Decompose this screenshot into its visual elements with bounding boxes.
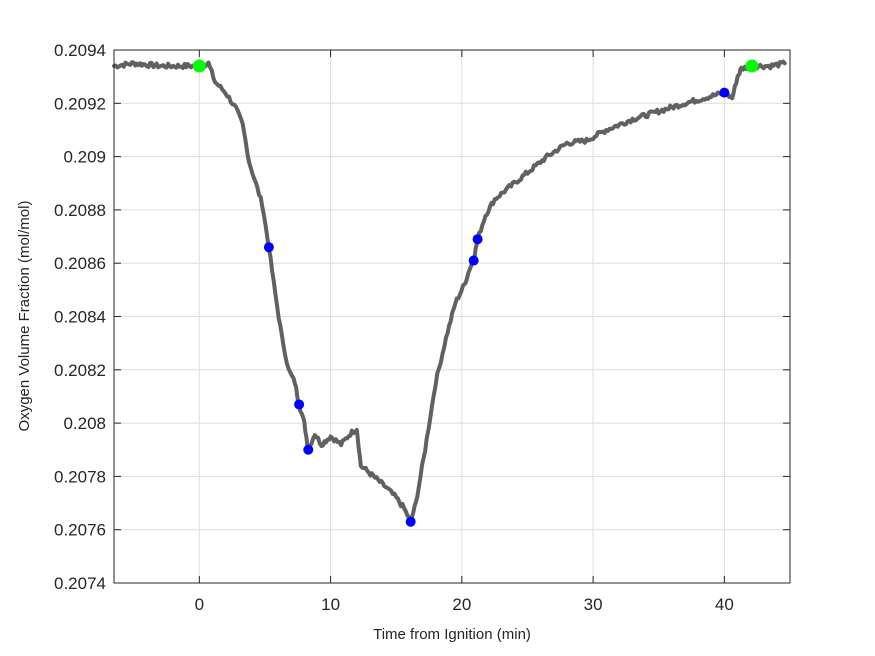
blue-marker — [263, 242, 274, 253]
blue-marker — [405, 516, 416, 527]
y-tick-label: 0.2092 — [54, 94, 106, 113]
green-marker — [192, 59, 206, 73]
x-axis-label: Time from Ignition (min) — [373, 626, 531, 643]
data-line — [112, 59, 787, 523]
y-tick-label: 0.2094 — [54, 41, 106, 60]
y-tick-label: 0.2074 — [54, 574, 106, 593]
blue-marker — [294, 399, 305, 410]
y-tick-label: 0.2088 — [54, 201, 106, 220]
x-tick-label: 40 — [715, 595, 734, 614]
blue-marker — [472, 234, 483, 245]
data-markers — [192, 59, 759, 527]
y-tick-label: 0.2078 — [54, 467, 106, 486]
blue-marker — [719, 87, 730, 98]
x-tick-label: 20 — [452, 595, 471, 614]
y-tick-label: 0.2076 — [54, 521, 106, 540]
y-tick-label: 0.2084 — [54, 308, 106, 327]
y-tick-labels: 0.2074 0.2076 0.2078 0.208 0.2082 0.2084 0.208… — [54, 41, 106, 593]
x-tick-label: 30 — [584, 595, 603, 614]
x-tick-labels: 0 10 20 30 40 — [195, 595, 734, 614]
y-axis-label: Oxygen Volume Fraction (mol/mol) — [16, 201, 33, 432]
blue-marker — [303, 444, 314, 455]
y-tick-label: 0.2082 — [54, 361, 106, 380]
x-tick-label: 0 — [195, 595, 204, 614]
y-tick-label: 0.208 — [63, 414, 106, 433]
blue-marker — [468, 255, 479, 266]
x-tick-label: 10 — [321, 595, 340, 614]
axis-ticks — [114, 49, 790, 584]
green-marker — [745, 59, 759, 73]
y-tick-label: 0.2086 — [54, 254, 106, 273]
y-tick-label: 0.209 — [63, 148, 106, 167]
